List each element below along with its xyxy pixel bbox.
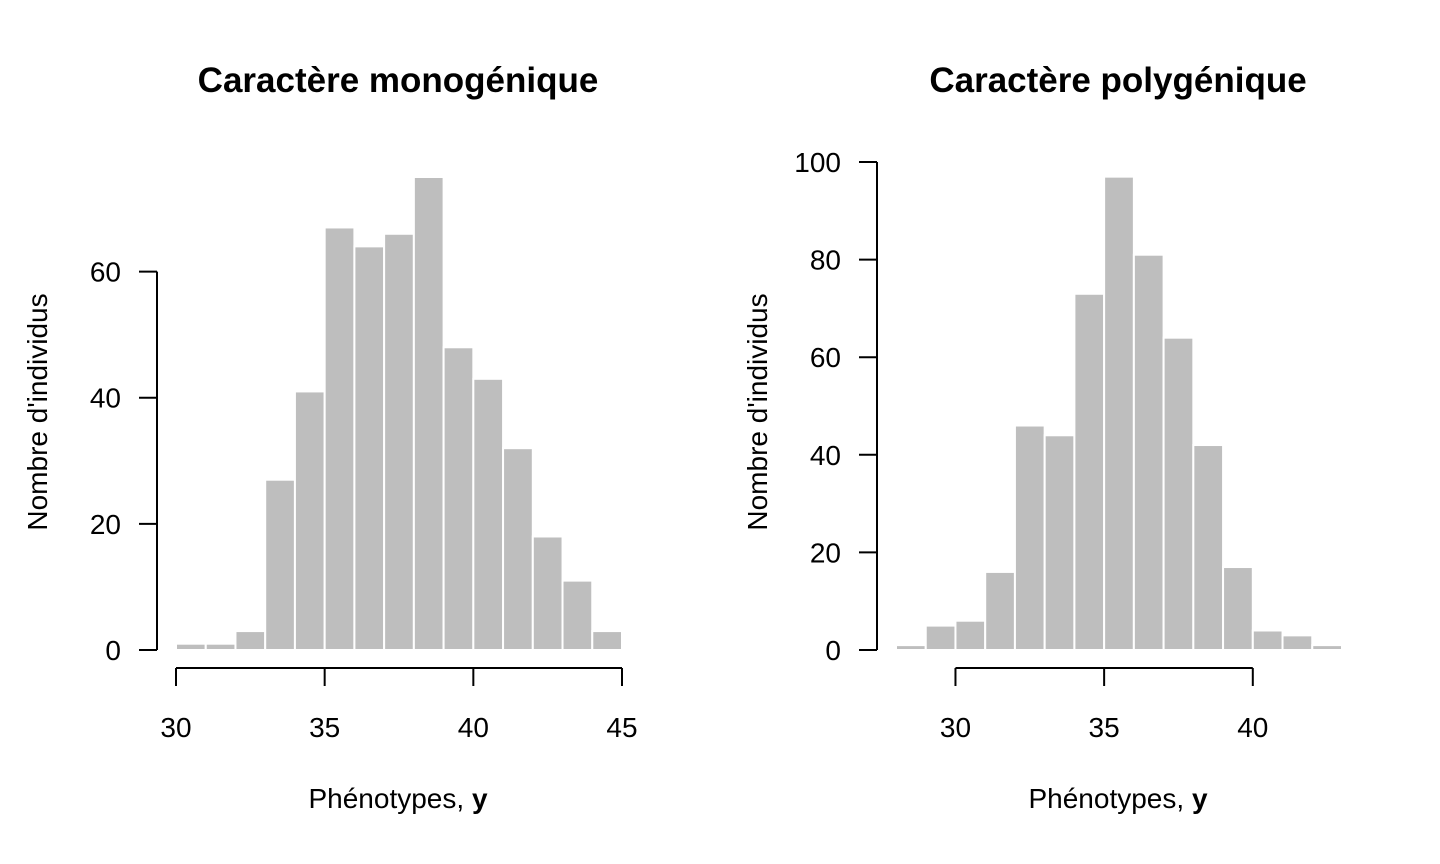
x-tick-label: 45 [606,712,637,743]
histogram-bar [175,642,207,652]
histogram-bar [442,346,475,651]
x-tick-label: 35 [1089,712,1120,743]
chart-title: Caractère polygénique [929,61,1306,100]
histogram-bar [1132,253,1165,651]
y-tick-label: 20 [90,509,121,540]
bars-group [895,175,1344,652]
y-tick-label: 20 [810,537,841,568]
y-axis: 0 20 40 60 80 100 [794,147,878,666]
x-axis-label: Phénotypes, y [1028,783,1207,814]
y-tick-label: 0 [825,635,841,666]
y-tick-label: 80 [810,245,841,276]
histogram-bar [591,630,623,652]
histogram-bar [353,245,386,652]
histogram-bar [1251,629,1284,651]
y-axis: 0 20 40 60 [90,257,158,666]
histogram-bar [1162,336,1195,651]
histogram-bar [502,447,534,652]
x-axis-label: Phénotypes, y [308,783,487,814]
histogram-bar [412,176,445,651]
histogram-bar [1222,566,1254,651]
histogram-bar [1281,634,1314,651]
histogram-bar [1311,644,1344,651]
histogram-bar [924,624,957,651]
y-axis-label: Nombre d'individus [22,293,53,530]
histogram-bar [1073,292,1106,651]
y-tick-label: 0 [105,635,121,666]
histogram-bar [293,390,326,651]
chart-title: Caractère monogénique [198,61,599,100]
x-tick-label: 40 [458,712,489,743]
y-axis-label: Nombre d'individus [742,293,773,530]
x-tick-label: 40 [1237,712,1268,743]
y-tick-label: 40 [90,383,121,414]
x-axis: 30 35 40 [940,667,1268,743]
histogram-bar [1103,175,1135,651]
histogram-bar [264,478,296,651]
histogram-bar [895,644,927,651]
histogram-bar [531,535,564,651]
histogram-bar [561,579,594,651]
y-tick-label: 40 [810,440,841,471]
histogram-bar [204,642,237,652]
histogram-bar [954,619,987,651]
x-axis: 30 35 40 45 [160,667,638,743]
y-tick-label: 60 [810,342,841,373]
y-tick-label: 60 [90,257,121,288]
histogram-bar [1043,434,1076,651]
x-tick-label: 30 [160,712,191,743]
histogram-bar [234,630,267,652]
histogram-bar [383,232,415,651]
histogram-bar [1192,444,1225,652]
histogram-monogenic: Caractère monogénique 30 35 40 45 0 20 40 60 P… [22,61,638,814]
histogram-bar [1013,424,1046,651]
x-tick-label: 30 [940,712,971,743]
histogram-polygenic: Caractère polygénique 30 35 40 0 20 40 60 80 10… [742,61,1344,814]
y-tick-label: 100 [794,147,841,178]
bars-group [175,176,623,652]
histogram-bar [984,570,1016,651]
histogram-bar [472,377,505,651]
histogram-bar [323,226,356,651]
x-tick-label: 35 [309,712,340,743]
